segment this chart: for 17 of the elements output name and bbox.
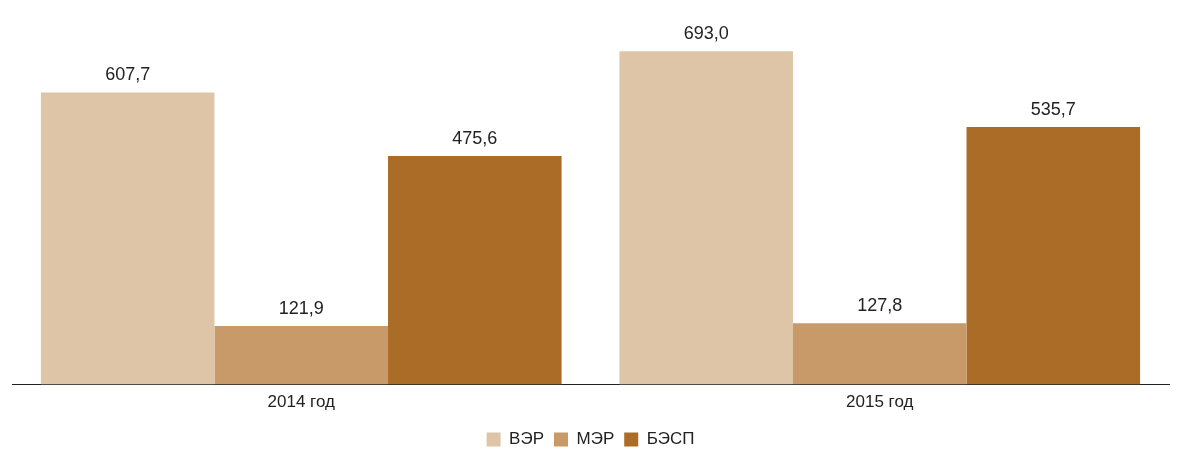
data-label: 693,0 [683, 23, 729, 44]
data-label: 535,7 [1030, 98, 1076, 119]
legend-label: ВЭР [509, 429, 545, 449]
bar [792, 323, 967, 385]
data-label: 607,7 [105, 64, 151, 85]
data-label: 127,8 [857, 295, 903, 316]
bar [388, 155, 562, 385]
bar [40, 92, 215, 385]
legend-label: МЭР [576, 429, 615, 449]
data-label: 475,6 [452, 127, 498, 148]
bar [214, 325, 389, 385]
bar [966, 127, 1141, 385]
data-label: 121,9 [278, 297, 324, 318]
bar [619, 51, 793, 385]
x-tick-label: 2015 год [846, 392, 914, 412]
legend-label: БЭСП [646, 429, 695, 449]
x-tick-label: 2014 год [267, 392, 336, 412]
